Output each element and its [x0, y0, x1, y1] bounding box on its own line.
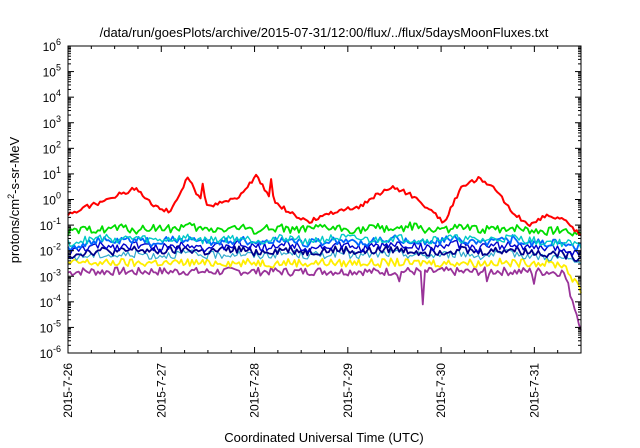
- y-tick-label: 106: [43, 37, 61, 54]
- y-tick-exp: -1: [53, 216, 61, 226]
- x-tick-label: 2015-7-30: [434, 363, 448, 418]
- y-tick-base: 10: [43, 117, 57, 131]
- x-axis: 2015-7-26 2015-7-27 2015-7-28 2015-7-29 2015…: [61, 46, 582, 418]
- y-tick-exp: 0: [56, 191, 61, 201]
- y-tick-base: 10: [43, 66, 57, 80]
- y-tick-base: 10: [40, 347, 54, 361]
- y-tick-exp: -6: [53, 344, 61, 354]
- y-axis-label-sup: 2: [6, 194, 16, 199]
- y-tick-label: 103: [43, 114, 61, 131]
- y-axis-label: protons/cm2-s-sr-MeV: [6, 136, 22, 263]
- y-axis-label-rest: -s-sr-MeV: [7, 136, 22, 193]
- y-tick-base: 10: [43, 91, 57, 105]
- y-tick-exp: 6: [56, 37, 61, 47]
- y-axis-label-base: protons/cm: [7, 199, 22, 263]
- series-line: [67, 257, 582, 294]
- y-tick-base: 10: [40, 296, 54, 310]
- y-tick-base: 10: [40, 219, 54, 233]
- series-line: [67, 248, 582, 265]
- y-tick-exp: 1: [56, 165, 61, 175]
- x-tick-label: 2015-7-26: [61, 363, 75, 418]
- x-tick-label: 2015-7-29: [341, 363, 355, 418]
- y-tick-exp: -2: [53, 242, 61, 252]
- y-tick-label: 10-1: [40, 216, 61, 233]
- y-tick-label: 105: [43, 63, 61, 80]
- y-tick-label: 10-2: [40, 242, 61, 259]
- y-tick-exp: -4: [53, 293, 61, 303]
- y-tick-base: 10: [40, 321, 54, 335]
- x-tick-label: 2015-7-28: [248, 363, 262, 418]
- y-tick-label: 104: [43, 88, 61, 105]
- x-tick-label: 2015-7-31: [527, 363, 541, 418]
- y-tick-label: 102: [43, 139, 61, 156]
- y-tick-exp: -3: [53, 267, 61, 277]
- y-tick-exp: 4: [56, 88, 61, 98]
- y-tick-label: 10-5: [40, 318, 61, 335]
- x-axis-label: Coordinated Universal Time (UTC): [224, 430, 423, 445]
- y-tick-base: 10: [43, 40, 57, 54]
- y-tick-exp: -5: [53, 318, 61, 328]
- y-tick-exp: 3: [56, 114, 61, 124]
- y-tick-base: 10: [43, 168, 57, 182]
- y-tick-base: 10: [43, 194, 57, 208]
- y-tick-label: 10-3: [40, 267, 61, 284]
- y-tick-label: 10-4: [40, 293, 61, 310]
- series-line: [67, 233, 582, 249]
- y-tick-label: 10-6: [40, 344, 61, 361]
- y-tick-label: 100: [43, 191, 61, 208]
- y-tick-label: 101: [43, 165, 61, 182]
- series-line: [67, 221, 582, 237]
- series-line: [67, 239, 582, 257]
- series-line: [67, 244, 582, 263]
- y-tick-base: 10: [43, 142, 57, 156]
- series-layer: [67, 173, 582, 331]
- x-tick-label: 2015-7-27: [154, 363, 168, 418]
- y-tick-base: 10: [40, 270, 54, 284]
- series-line: [67, 173, 582, 237]
- y-tick-exp: 2: [56, 139, 61, 149]
- y-tick-base: 10: [40, 245, 54, 259]
- series-line: [67, 266, 582, 331]
- chart-title: /data/run/goesPlots/archive/2015-07-31/1…: [100, 25, 549, 40]
- y-tick-exp: 5: [56, 63, 61, 73]
- y-axis: 10-610-510-410-310-210-11001011021031041…: [40, 37, 581, 361]
